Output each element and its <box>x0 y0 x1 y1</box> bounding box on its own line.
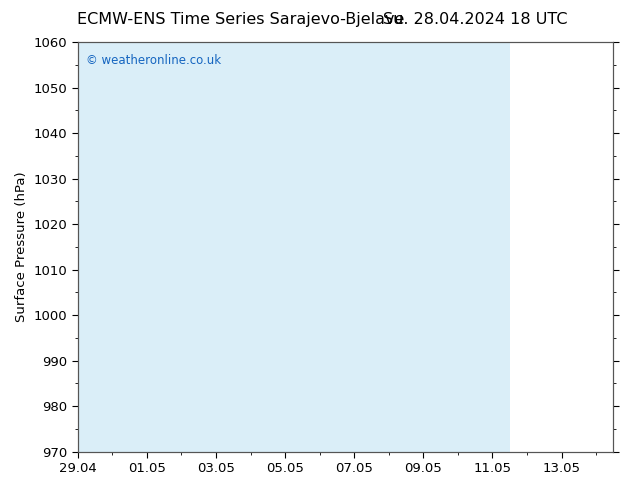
Bar <box>95 42 302 452</box>
Y-axis label: Surface Pressure (hPa): Surface Pressure (hPa) <box>15 172 28 322</box>
Text: ECMW-ENS Time Series Sarajevo-Bjelave: ECMW-ENS Time Series Sarajevo-Bjelave <box>77 12 404 27</box>
Bar <box>112 42 268 452</box>
Bar <box>181 42 510 452</box>
Text: © weatheronline.co.uk: © weatheronline.co.uk <box>86 54 221 67</box>
Bar <box>112 42 476 452</box>
Text: Su. 28.04.2024 18 UTC: Su. 28.04.2024 18 UTC <box>383 12 568 27</box>
Bar <box>78 42 95 452</box>
